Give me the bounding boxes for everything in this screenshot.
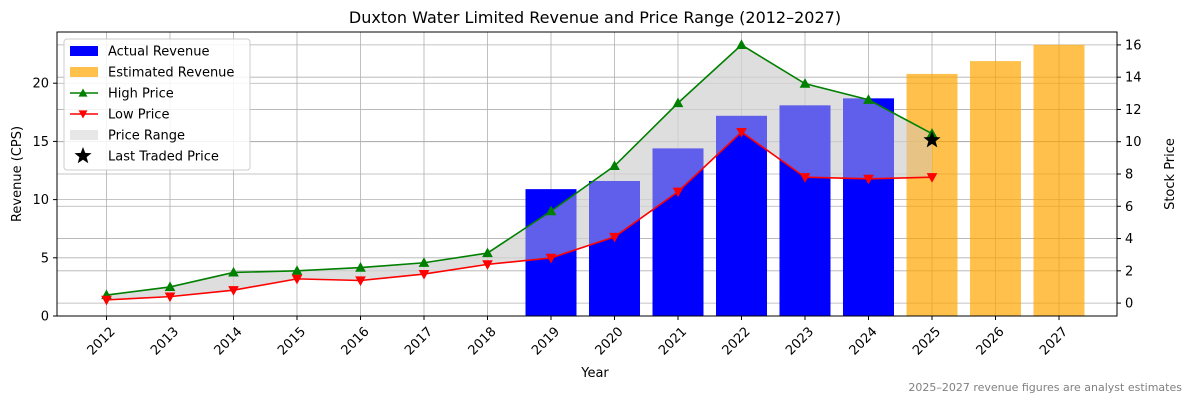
x-tick-label-2020: 2020 — [593, 324, 627, 358]
marker-low-price-2013 — [164, 292, 176, 303]
y-axis-right: 0 2 4 6 8 10 12 14 16 — [1117, 38, 1142, 312]
marker-low-price-2015 — [291, 274, 303, 285]
bar-estimated-revenue-2025 — [906, 73, 958, 316]
x-tick-label-2014: 2014 — [212, 324, 246, 358]
bar-estimated-revenue-2027 — [1033, 44, 1085, 316]
marker-low-price-2022 — [736, 127, 747, 138]
marker-high-price-2017 — [418, 257, 430, 267]
marker-low-price-2017 — [418, 269, 430, 280]
y-right-tick-label-6: 6 — [1125, 200, 1133, 215]
y-right-tick-label-8: 8 — [1125, 168, 1133, 183]
y-left-tick-label-10: 10 — [32, 193, 49, 208]
x-tick-label-2018: 2018 — [466, 324, 500, 358]
legend-box — [63, 38, 251, 171]
marker-high-price-2021 — [672, 97, 684, 108]
legend-label-high-price: High Price — [108, 87, 174, 102]
marker-high-price-2022 — [736, 39, 747, 50]
marker-low-price-2023 — [799, 173, 811, 183]
legend: Actual Revenue Estimated Revenue High Pric… — [63, 38, 251, 171]
marker-high-price-2019 — [545, 205, 557, 216]
x-tick-label-2023: 2023 — [783, 324, 817, 358]
marker-low-price-2019 — [545, 253, 557, 264]
y-axis-right-label: Stock Price — [1163, 138, 1178, 210]
marker-low-price-2020 — [609, 232, 620, 243]
legend-swatch-price-range — [70, 130, 98, 140]
y-right-tick-label-4: 4 — [1125, 232, 1133, 247]
marker-high-price-2023 — [799, 78, 811, 88]
legend-marker-low-price — [78, 110, 88, 119]
series-low-price — [101, 127, 938, 306]
footnote: 2025–2027 revenue figures are analyst es… — [908, 381, 1182, 394]
last-traded-price-star — [923, 131, 941, 148]
x-tick-label-2022: 2022 — [720, 324, 754, 358]
legend-label-last-traded-price: Last Traded Price — [108, 150, 219, 165]
marker-low-price-2024 — [863, 174, 874, 185]
y-left-tick-label-5: 5 — [41, 251, 49, 266]
price-range-area-overlay — [106, 44, 932, 300]
marker-high-price-2024 — [863, 94, 874, 104]
line-low-price — [106, 131, 933, 301]
bar-actual-revenue-2022 — [716, 115, 767, 316]
price-range-area — [106, 44, 932, 300]
x-tick-label-2013: 2013 — [148, 324, 182, 358]
legend-swatch-estimated-revenue — [70, 67, 98, 77]
y-right-tick-label-0: 0 — [1125, 297, 1133, 312]
x-tick-label-2025: 2025 — [910, 324, 944, 358]
legend-label-price-range: Price Range — [108, 129, 185, 144]
bars — [525, 44, 1085, 317]
marker-low-price-2025 — [926, 173, 938, 183]
x-tick-label-2026: 2026 — [974, 324, 1008, 358]
y-axis-left: 0 5 10 15 20 — [32, 77, 57, 325]
legend-marker-high-price — [78, 88, 88, 97]
legend-label-estimated-revenue: Estimated Revenue — [108, 66, 234, 81]
bar-actual-revenue-2023 — [779, 105, 831, 316]
line-high-price — [106, 43, 933, 296]
marker-low-price-2014 — [228, 286, 239, 296]
marker-high-price-2020 — [609, 160, 620, 171]
x-tick-label-2024: 2024 — [847, 324, 881, 358]
legend-label-actual-revenue: Actual Revenue — [108, 45, 209, 60]
y-axis-left-label: Revenue (CPS) — [10, 126, 25, 222]
x-tick-label-2015: 2015 — [275, 324, 309, 358]
y-left-tick-label-20: 20 — [32, 77, 49, 92]
y-right-tick-label-10: 10 — [1125, 135, 1142, 150]
y-left-tick-label-15: 15 — [32, 135, 49, 150]
bar-actual-revenue-2020 — [589, 180, 640, 316]
y-right-tick-label-16: 16 — [1125, 38, 1142, 53]
x-tick-label-2021: 2021 — [656, 324, 690, 358]
y-left-tick-label-0: 0 — [41, 310, 49, 325]
marker-high-price-2018 — [482, 247, 493, 258]
marker-high-price-2014 — [228, 266, 239, 277]
x-tick-label-2017: 2017 — [402, 324, 436, 358]
x-axis-label: Year — [580, 366, 609, 381]
legend-marker-last-traded-price — [74, 147, 92, 164]
legend-swatch-actual-revenue — [70, 46, 98, 56]
x-tick-label-2012: 2012 — [85, 324, 119, 358]
y-right-tick-label-2: 2 — [1125, 264, 1133, 279]
marker-low-price-2018 — [482, 260, 493, 270]
marker-high-price-2013 — [164, 281, 176, 292]
y-right-tick-label-14: 14 — [1125, 71, 1142, 86]
legend-label-low-price: Low Price — [108, 108, 169, 123]
chart-title: Duxton Water Limited Revenue and Price R… — [349, 8, 841, 27]
x-tick-label-2019: 2019 — [529, 324, 563, 358]
y-right-tick-label-12: 12 — [1125, 103, 1142, 118]
x-axis: 2012 2013 2014 2015 2016 2017 2018 2019 2020 2021… — [85, 316, 1071, 358]
bar-actual-revenue-2024 — [843, 98, 894, 316]
marker-high-price-2016 — [355, 262, 366, 272]
bar-estimated-revenue-2026 — [970, 61, 1021, 317]
x-tick-label-2027: 2027 — [1037, 324, 1071, 358]
marker-high-price-2015 — [291, 265, 303, 275]
x-tick-label-2016: 2016 — [339, 324, 373, 358]
marker-low-price-2021 — [672, 187, 684, 198]
marker-low-price-2012 — [101, 295, 112, 306]
marker-low-price-2016 — [355, 276, 366, 287]
